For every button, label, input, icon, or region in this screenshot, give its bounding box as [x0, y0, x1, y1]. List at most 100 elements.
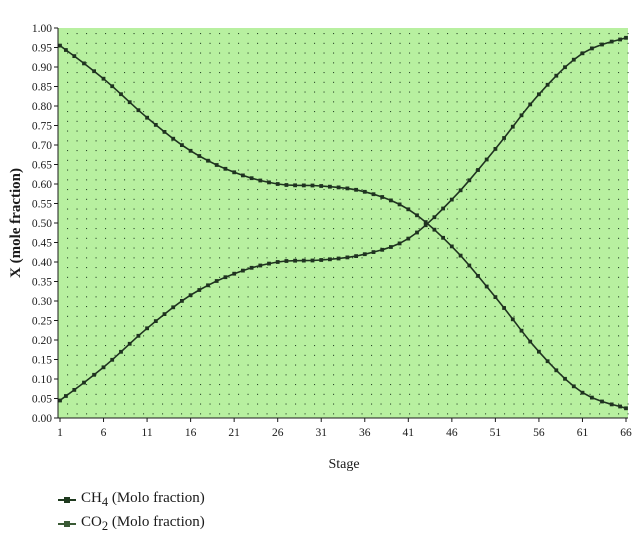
grid-dot — [143, 345, 145, 347]
grid-dot — [485, 325, 487, 327]
grid-dot — [323, 296, 325, 298]
grid-dot — [580, 52, 582, 54]
grid-dot — [608, 159, 610, 161]
grid-dot — [133, 208, 135, 210]
grid-dot — [247, 296, 249, 298]
grid-dot — [447, 81, 449, 83]
grid-dot — [494, 403, 496, 405]
grid-dot — [352, 159, 354, 161]
grid-dot — [627, 306, 629, 308]
grid-dot — [513, 413, 515, 415]
grid-dot — [570, 364, 572, 366]
grid-dot — [371, 150, 373, 152]
x-tick-label: 6 — [101, 427, 107, 439]
grid-dot — [238, 257, 240, 259]
grid-dot — [86, 72, 88, 74]
series-marker-co2 — [241, 268, 245, 273]
grid-dot — [133, 267, 135, 269]
grid-dot — [532, 189, 534, 191]
grid-dot — [437, 413, 439, 415]
grid-dot — [342, 130, 344, 132]
grid-dot — [323, 364, 325, 366]
y-axis-title: X (mole fraction) — [8, 168, 24, 278]
grid-dot — [447, 72, 449, 74]
grid-dot — [485, 111, 487, 113]
grid-dot — [447, 208, 449, 210]
grid-dot — [437, 179, 439, 181]
grid-dot — [447, 198, 449, 200]
grid-dot — [542, 384, 544, 386]
grid-dot — [342, 62, 344, 64]
grid-dot — [456, 393, 458, 395]
grid-dot — [561, 315, 563, 317]
grid-dot — [124, 189, 126, 191]
grid-dot — [485, 42, 487, 44]
grid-dot — [513, 393, 515, 395]
grid-dot — [399, 140, 401, 142]
grid-dot — [437, 384, 439, 386]
series-marker-co2 — [258, 263, 263, 268]
grid-dot — [390, 62, 392, 64]
grid-dot — [295, 120, 297, 122]
grid-dot — [105, 140, 107, 142]
grid-dot — [627, 276, 629, 278]
grid-dot — [219, 403, 221, 405]
grid-dot — [580, 62, 582, 64]
grid-dot — [437, 130, 439, 132]
grid-dot — [570, 345, 572, 347]
grid-dot — [114, 101, 116, 103]
grid-dot — [390, 335, 392, 337]
grid-dot — [323, 228, 325, 230]
grid-dot — [133, 354, 135, 356]
grid-dot — [485, 247, 487, 249]
grid-dot — [143, 72, 145, 74]
grid-dot — [342, 42, 344, 44]
grid-dot — [371, 403, 373, 405]
grid-dot — [361, 335, 363, 337]
grid-dot — [599, 130, 601, 132]
grid-dot — [124, 384, 126, 386]
grid-dot — [428, 345, 430, 347]
grid-dot — [561, 247, 563, 249]
grid-dot — [485, 267, 487, 269]
grid-dot — [181, 267, 183, 269]
grid-dot — [428, 91, 430, 93]
grid-dot — [599, 315, 601, 317]
series-marker-ch4 — [82, 61, 86, 66]
grid-dot — [162, 364, 164, 366]
grid-dot — [494, 62, 496, 64]
grid-dot — [342, 120, 344, 122]
grid-dot — [238, 150, 240, 152]
series-marker-ch4 — [380, 195, 385, 199]
grid-dot — [200, 140, 202, 142]
grid-dot — [76, 413, 78, 415]
grid-dot — [333, 81, 335, 83]
grid-dot — [589, 237, 591, 239]
grid-dot — [456, 267, 458, 269]
grid-dot — [285, 384, 287, 386]
grid-dot — [466, 374, 468, 376]
grid-dot — [494, 374, 496, 376]
grid-dot — [285, 169, 287, 171]
grid-dot — [361, 33, 363, 35]
grid-dot — [523, 345, 525, 347]
grid-dot — [342, 91, 344, 93]
grid-dot — [266, 218, 268, 220]
grid-dot — [618, 72, 620, 74]
grid-dot — [475, 237, 477, 239]
grid-dot — [266, 345, 268, 347]
grid-dot — [523, 267, 525, 269]
grid-dot — [523, 247, 525, 249]
grid-dot — [551, 130, 553, 132]
grid-dot — [456, 101, 458, 103]
series-marker-ch4 — [336, 185, 341, 190]
grid-dot — [105, 120, 107, 122]
grid-dot — [523, 189, 525, 191]
grid-dot — [466, 296, 468, 298]
grid-dot — [190, 267, 192, 269]
grid-dot — [257, 72, 259, 74]
grid-dot — [323, 62, 325, 64]
grid-dot — [295, 218, 297, 220]
grid-dot — [513, 169, 515, 171]
grid-dot — [418, 374, 420, 376]
